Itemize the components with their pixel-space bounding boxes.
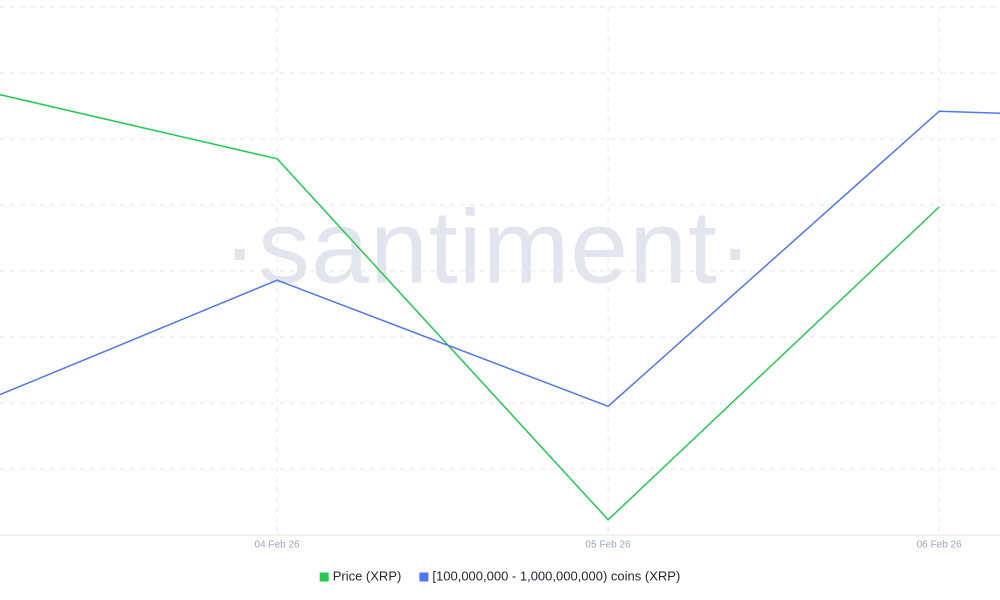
x-tick-label: 06 Feb 26 <box>917 540 962 551</box>
watermark: ·santiment· <box>222 189 753 305</box>
x-tick-label: 04 Feb 26 <box>255 540 300 551</box>
legend-label: [100,000,000 - 1,000,000,000) coins (XRP… <box>432 568 680 583</box>
series-line <box>0 110 1000 408</box>
legend-swatch <box>419 572 429 582</box>
legend-item: Price (XRP) <box>319 568 402 583</box>
legend-item: [100,000,000 - 1,000,000,000) coins (XRP… <box>419 568 680 583</box>
legend-label: Price (XRP) <box>333 568 402 583</box>
legend-swatch <box>319 572 329 582</box>
x-tick-label: 05 Feb 26 <box>586 540 631 551</box>
series-line <box>0 93 940 521</box>
plot-area <box>0 6 1000 536</box>
